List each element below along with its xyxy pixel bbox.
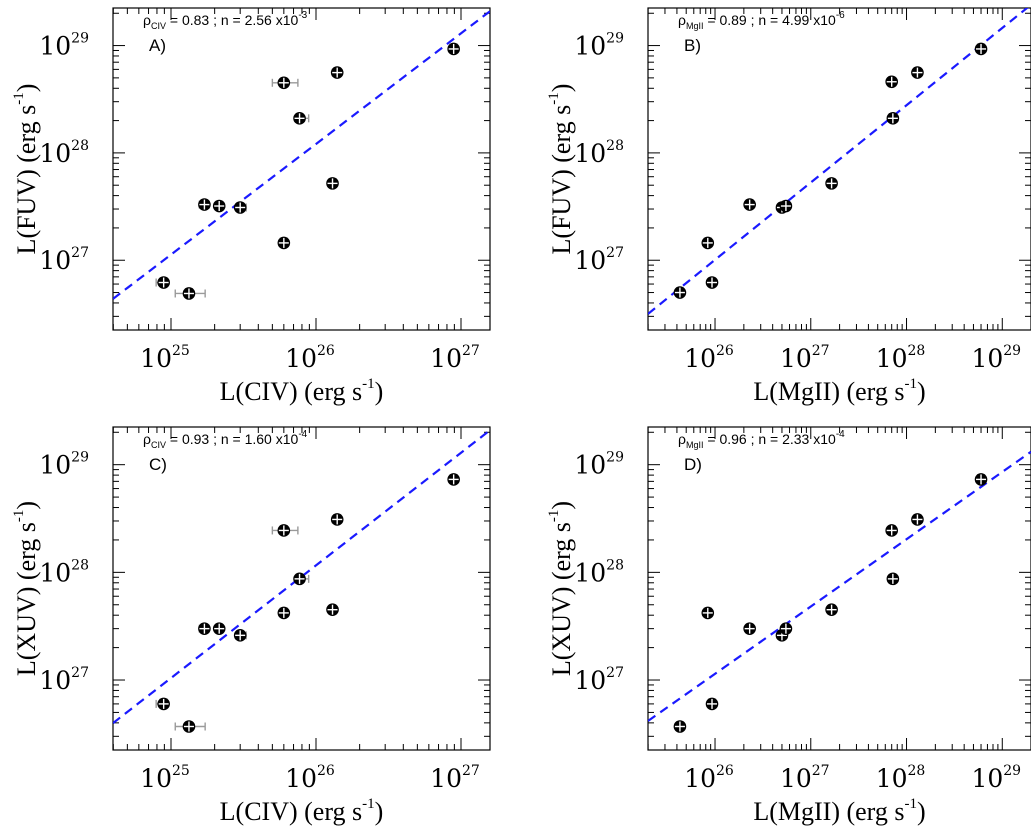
- fit-line: [648, 8, 1029, 315]
- x-tick-label: 1026: [684, 763, 734, 793]
- correlation-annotation: ρCIV = 0.93 ; n = 1.60 x10-4: [143, 429, 308, 450]
- data-point: [212, 622, 226, 635]
- fit-line: [648, 450, 1031, 722]
- correlation-annotation: ρMgII = 0.96 ; n = 2.33 x10-4: [678, 429, 845, 450]
- plot-frame: [647, 426, 1031, 751]
- x-tick-label: 1027: [780, 343, 830, 373]
- y-axis-label: L(XUV) (erg s-1): [11, 501, 41, 676]
- panel-d: 1026 1027 1028 1029 1027 1028 1029 L(MgII) (erg…: [546, 426, 1031, 826]
- fit-line: [113, 429, 490, 724]
- x-tick-label: 1028: [876, 763, 926, 793]
- panel-b: 1026 1027 1028 1029 1027 1028 1029 L(MgII) (erg…: [546, 7, 1031, 406]
- data-point: [825, 177, 838, 190]
- data-point: [705, 697, 719, 711]
- data-point: [885, 75, 898, 89]
- x-tick-label: 1026: [285, 763, 335, 793]
- y-axis-label: L(FUV) (erg s-1): [546, 84, 576, 255]
- data-point: [886, 572, 900, 586]
- data-point: [743, 622, 756, 635]
- data-point: [174, 287, 206, 300]
- data-point: [779, 622, 793, 635]
- data-point: [155, 276, 170, 289]
- y-tick-label: 1027: [39, 245, 89, 275]
- y-tick-label: 1027: [574, 245, 624, 275]
- y-tick-label: 1029: [574, 450, 624, 480]
- data-point: [233, 201, 247, 214]
- fit-line: [113, 10, 490, 300]
- data-point: [673, 720, 687, 733]
- y-tick-label: 1028: [39, 557, 89, 587]
- data-point: [825, 603, 838, 616]
- y-axis-label: L(FUV) (erg s-1): [11, 84, 41, 255]
- plot-frame: [112, 426, 491, 751]
- data-point: [447, 473, 460, 486]
- x-axis-label: L(MgII) (erg s-1): [753, 796, 925, 826]
- x-tick-label: 1025: [140, 763, 190, 793]
- y-tick-label: 1028: [574, 557, 624, 587]
- data-point: [293, 572, 310, 586]
- x-tick-label: 1029: [971, 343, 1021, 373]
- y-axis-label: L(XUV) (erg s-1): [546, 501, 576, 676]
- panel-label: B): [684, 36, 701, 55]
- data-point: [326, 603, 339, 616]
- panel-label: A): [149, 36, 166, 55]
- data-point: [277, 236, 291, 250]
- x-tick-label: 1026: [684, 343, 734, 373]
- data-point: [701, 606, 715, 620]
- plot-frame: [647, 7, 1031, 331]
- data-point: [779, 199, 793, 213]
- data-point: [911, 66, 924, 79]
- panel-label: D): [684, 455, 702, 474]
- x-tick-label: 1027: [430, 763, 480, 793]
- x-tick-label: 1027: [430, 343, 480, 373]
- correlation-annotation: ρCIV = 0.83 ; n = 2.56 x10-3: [143, 10, 308, 31]
- data-point: [174, 720, 206, 733]
- x-tick-label: 1028: [876, 343, 926, 373]
- y-tick-label: 1029: [574, 31, 624, 61]
- x-axis-label: L(CIV) (erg s-1): [220, 376, 384, 406]
- data-point: [974, 473, 988, 486]
- x-tick-label: 1029: [971, 763, 1021, 793]
- data-point: [330, 66, 344, 79]
- data-point: [326, 177, 339, 190]
- data-point: [293, 112, 310, 125]
- data-point: [447, 42, 460, 56]
- data-point: [886, 112, 900, 125]
- y-tick-label: 1029: [39, 450, 89, 480]
- data-point: [330, 513, 344, 526]
- data-point: [885, 524, 898, 537]
- data-point: [271, 524, 299, 537]
- x-axis-label: L(MgII) (erg s-1): [753, 376, 925, 406]
- y-tick-label: 1027: [574, 665, 624, 695]
- y-tick-label: 1028: [574, 138, 624, 168]
- data-point: [911, 513, 924, 526]
- data-point: [743, 198, 756, 211]
- x-tick-label: 1026: [285, 343, 335, 373]
- y-tick-label: 1027: [39, 665, 89, 695]
- panel-a: 1025 1026 1027 1027 1028 1029 L(CIV) (erg s-1)…: [11, 7, 491, 406]
- data-point: [277, 606, 291, 620]
- y-tick-label: 1028: [39, 138, 89, 168]
- data-point: [701, 236, 715, 250]
- panel-c: 1025 1026 1027 1027 1028 1029 L(CIV) (erg s-1)…: [11, 426, 491, 826]
- data-point: [233, 629, 247, 642]
- x-tick-label: 1025: [140, 343, 190, 373]
- data-point: [271, 76, 299, 90]
- panel-label: C): [149, 455, 167, 474]
- data-point: [705, 276, 719, 289]
- data-point: [198, 622, 211, 635]
- data-point: [673, 286, 687, 299]
- x-axis-label: L(CIV) (erg s-1): [220, 796, 384, 826]
- x-tick-label: 1027: [780, 763, 830, 793]
- data-point: [198, 198, 211, 211]
- correlation-annotation: ρMgII = 0.89 ; n = 4.99 x10-6: [678, 10, 845, 31]
- data-point: [212, 199, 226, 213]
- data-point: [155, 697, 170, 711]
- y-tick-label: 1029: [39, 31, 89, 61]
- data-point: [974, 42, 988, 56]
